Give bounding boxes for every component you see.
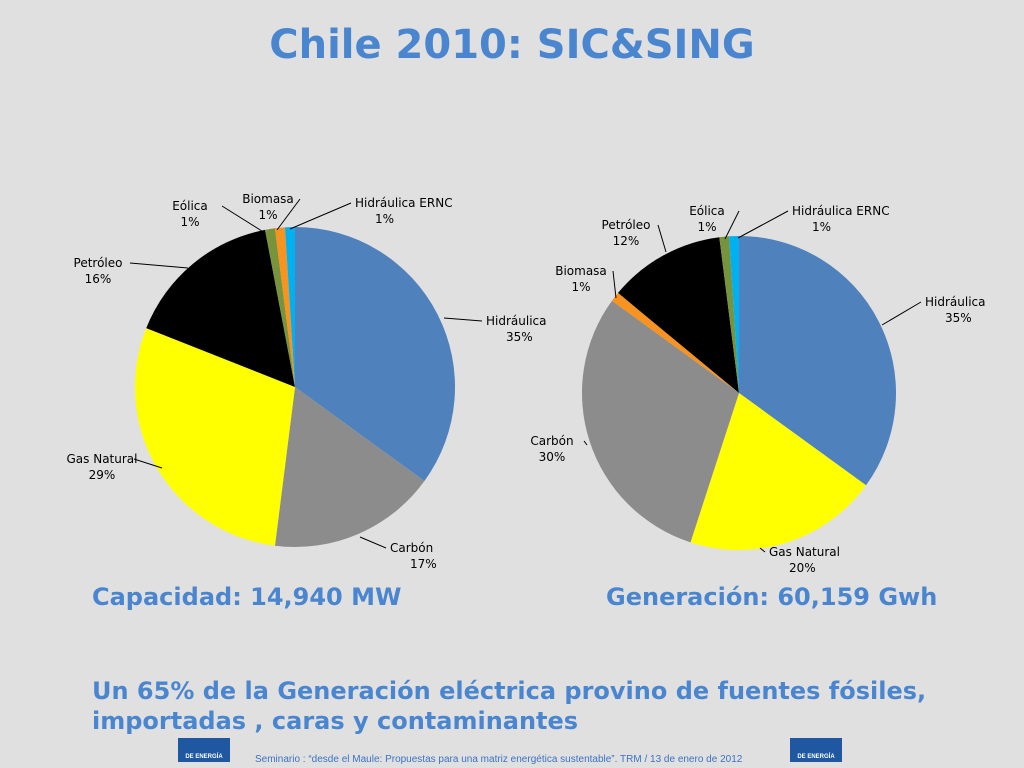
pie-slice-0-carb-n — [274, 387, 425, 548]
energy-logo-left: DE ENERGÍA — [178, 738, 230, 762]
leader-line — [583, 440, 588, 446]
leader-line — [443, 317, 483, 322]
leader-line — [359, 536, 387, 549]
slice-label: Hidráulica 35% — [486, 314, 547, 344]
slice-label: Gas Natural 20% — [769, 545, 840, 575]
footer-text: Seminario : “desde el Maule: Propuestas … — [255, 754, 743, 765]
pie-slice-1-petr-leo — [618, 237, 739, 393]
pie-slice-0-hidr-ulica — [295, 227, 456, 482]
pie-slice-0-e-lica — [265, 228, 295, 387]
pie-slice-1-hidr-ulica — [739, 236, 897, 486]
slice-label: Petróleo 12% — [602, 218, 651, 248]
summary-text: Un 65% de la Generación eléctrica provin… — [92, 677, 927, 735]
slice-label: Hidráulica ERNC 1% — [355, 196, 453, 226]
leader-line — [724, 210, 740, 240]
pie-slice-1-carb-n — [581, 300, 739, 543]
leader-line — [221, 205, 266, 234]
slice-label: Carbón 17% — [390, 541, 437, 571]
slice-label: Biomasa 1% — [555, 264, 607, 294]
slice-label: Hidráulica ERNC 1% — [792, 204, 890, 234]
slice-label: Eólica 1% — [689, 204, 725, 234]
pie-slice-0-gas-natural — [135, 328, 295, 546]
leader-line — [289, 202, 352, 230]
leader-line — [759, 547, 766, 553]
slice-label: Eólica 1% — [172, 199, 208, 229]
leader-line — [612, 270, 617, 299]
slice-label: Hidráulica 35% — [925, 295, 986, 325]
leader-line — [881, 301, 922, 326]
pie-slice-0-hidr-ulica-ernc — [284, 227, 295, 387]
pie-slice-0-biomasa — [274, 227, 295, 387]
pie-slice-1-gas-natural — [690, 393, 867, 551]
pie-slice-1-hidr-ulica-ernc — [729, 236, 739, 393]
capacity-caption: Capacidad: 14,940 MW — [92, 583, 402, 611]
leader-line — [129, 262, 189, 269]
leader-line — [276, 198, 301, 231]
slice-label: Petróleo 16% — [74, 256, 123, 286]
slice-label: Carbón 30% — [530, 434, 573, 464]
slice-label: Gas Natural 29% — [67, 452, 138, 482]
leader-line — [133, 458, 163, 469]
pie-slice-0-petr-leo — [146, 229, 295, 387]
energy-logo-right: DE ENERGÍA — [790, 738, 842, 762]
leader-line — [737, 210, 789, 239]
leader-line — [657, 224, 667, 253]
slice-label: Biomasa 1% — [242, 192, 294, 222]
slide-title: Chile 2010: SIC&SING — [269, 22, 755, 68]
generation-caption: Generación: 60,159 Gwh — [606, 583, 938, 611]
pie-slice-1-e-lica — [719, 236, 739, 393]
pie-slice-1-biomasa — [611, 292, 739, 393]
